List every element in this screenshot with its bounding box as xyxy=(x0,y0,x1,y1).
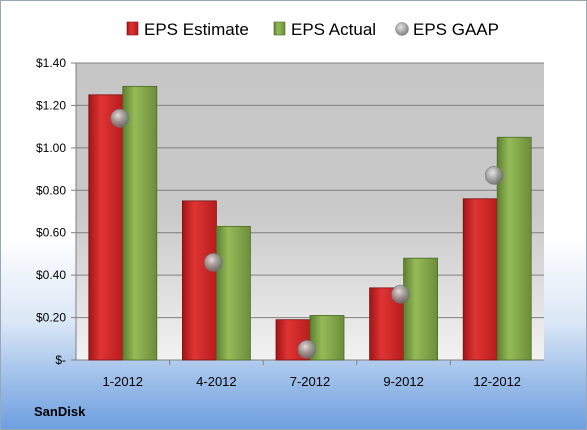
x-category-label: 9-2012 xyxy=(383,374,423,389)
legend-eps-actual-swatch xyxy=(273,21,286,36)
x-category-label: 1-2012 xyxy=(103,374,143,389)
point-eps-gaap xyxy=(110,108,130,128)
company-name: SanDisk xyxy=(34,404,86,419)
bar-eps-estimate xyxy=(88,94,124,361)
legend-eps-estimate-swatch xyxy=(126,21,139,36)
point-eps-gaap xyxy=(297,340,317,359)
y-tick-label: $1.40 xyxy=(36,56,66,70)
legend-eps-gaap-label: EPS GAAP xyxy=(413,20,499,39)
x-category-label: 12-2012 xyxy=(473,374,521,389)
y-tick-label: $0.80 xyxy=(36,183,66,197)
y-tick-label: $- xyxy=(55,353,66,367)
legend-eps-actual-label: EPS Actual xyxy=(291,20,376,39)
bar-eps-actual xyxy=(496,136,532,361)
point-eps-gaap xyxy=(484,166,504,185)
legend-eps-gaap-swatch xyxy=(395,22,409,36)
point-eps-gaap xyxy=(204,253,223,272)
bar-eps-actual xyxy=(122,85,158,361)
y-tick-label: $0.60 xyxy=(36,226,66,240)
y-tick-label: $1.00 xyxy=(36,141,66,155)
y-tick-label: $0.20 xyxy=(36,311,66,325)
bar-eps-estimate xyxy=(181,200,217,361)
y-tick-label: $1.20 xyxy=(36,98,66,112)
y-tick-label: $0.40 xyxy=(36,268,66,282)
bar-eps-estimate xyxy=(462,198,498,361)
point-eps-gaap xyxy=(391,284,410,304)
bar-eps-actual xyxy=(215,225,251,361)
x-category-label: 4-2012 xyxy=(196,374,236,389)
legend-eps-estimate-label: EPS Estimate xyxy=(144,20,249,39)
x-category-label: 7-2012 xyxy=(290,374,330,389)
bar-eps-actual xyxy=(403,257,439,361)
